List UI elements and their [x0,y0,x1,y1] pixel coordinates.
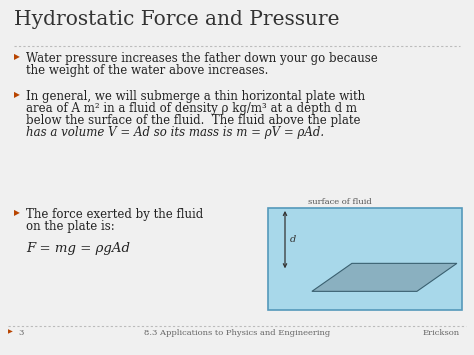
Text: surface of fluid: surface of fluid [308,198,372,206]
Text: d: d [290,235,296,244]
Text: ▶: ▶ [8,329,13,334]
Text: Water pressure increases the father down your go because: Water pressure increases the father down… [26,52,378,65]
Text: The force exerted by the fluid: The force exerted by the fluid [26,208,203,221]
Text: has a volume V = Ad so its mass is m = ρV = ρAd.: has a volume V = Ad so its mass is m = ρ… [26,126,324,139]
Text: on the plate is:: on the plate is: [26,220,115,233]
Text: ▶: ▶ [14,208,20,217]
Text: 8.3 Applications to Physics and Engineering: 8.3 Applications to Physics and Engineer… [144,329,330,337]
Text: the weight of the water above increases.: the weight of the water above increases. [26,64,268,77]
Text: F = mg = ρgAd: F = mg = ρgAd [26,242,130,255]
Text: Erickson: Erickson [423,329,460,337]
Text: ▶: ▶ [14,52,20,61]
Text: In general, we will submerge a thin horizontal plate with: In general, we will submerge a thin hori… [26,90,365,103]
Text: 3: 3 [18,329,23,337]
Text: A: A [386,272,395,283]
Text: ▶: ▶ [14,90,20,99]
Text: below the surface of the fluid.  The fluid above the plate: below the surface of the fluid. The flui… [26,114,361,127]
Text: area of A m² in a fluid of density ρ kg/m³ at a depth d m: area of A m² in a fluid of density ρ kg/… [26,102,357,115]
Polygon shape [312,263,457,291]
Text: Hydrostatic Force and Pressure: Hydrostatic Force and Pressure [14,10,339,29]
Bar [268,208,462,310]
